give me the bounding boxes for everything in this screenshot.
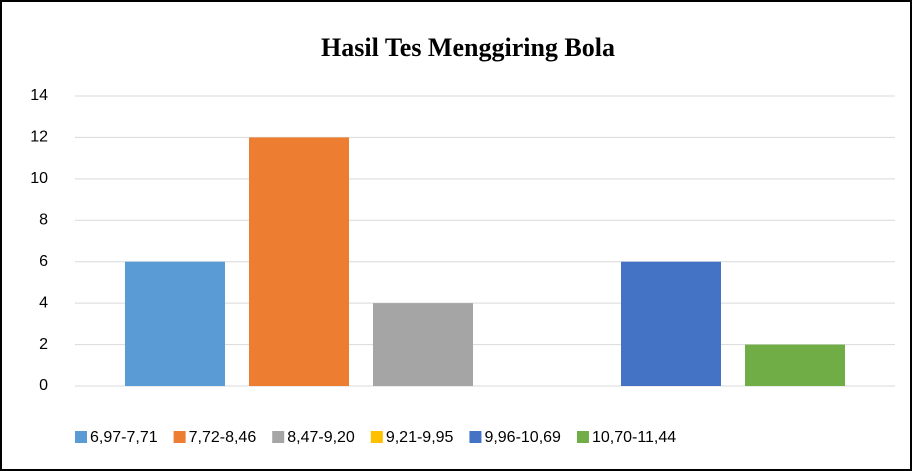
y-tick-label: 8	[39, 212, 48, 229]
legend-label: 9,21-9,95	[386, 429, 454, 446]
bar	[249, 137, 349, 386]
y-tick-label: 0	[39, 377, 48, 394]
bar	[621, 261, 721, 386]
y-tick-label: 10	[30, 170, 48, 187]
chart-title: Hasil Tes Menggiring Bola	[321, 33, 615, 62]
legend-swatch	[469, 431, 482, 443]
legend-label: 9,96-10,69	[484, 429, 561, 446]
y-tick-label: 12	[30, 129, 48, 146]
y-tick-label: 2	[39, 336, 48, 353]
legend-label: 7,72-8,46	[189, 429, 257, 446]
bar	[373, 303, 473, 386]
y-tick-label: 14	[30, 87, 48, 104]
bar	[125, 261, 225, 386]
legend-swatch	[272, 431, 285, 443]
legend-swatch	[173, 431, 186, 443]
legend-swatch	[576, 431, 589, 443]
legend-label: 6,97-7,71	[90, 429, 158, 446]
legend-label: 8,47-9,20	[287, 429, 355, 446]
legend-swatch	[75, 431, 87, 443]
legend-swatch	[370, 431, 383, 443]
legend-label: 10,70-11,44	[592, 429, 676, 446]
y-tick-label: 6	[39, 253, 48, 270]
y-tick-label: 4	[39, 294, 48, 311]
bar	[745, 344, 845, 386]
